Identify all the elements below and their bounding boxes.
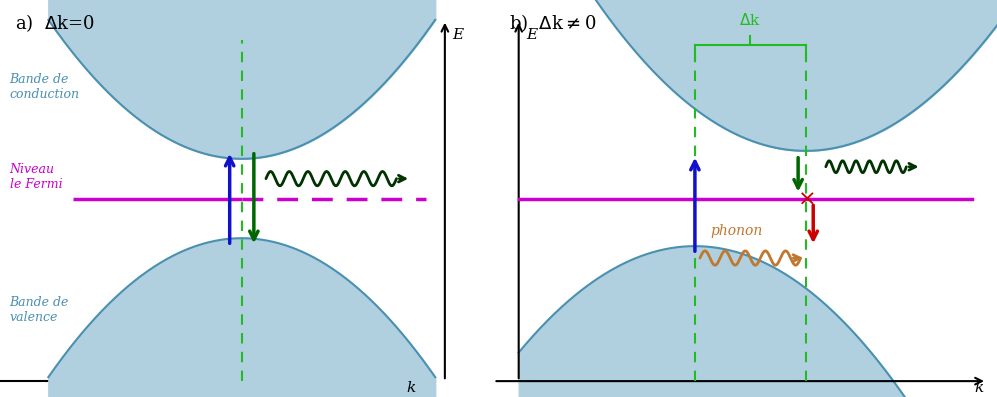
Text: $\Delta$k: $\Delta$k: [740, 12, 761, 28]
Text: Bande de
valence: Bande de valence: [10, 296, 69, 324]
Text: b)  $\Delta$k$\neq$0: b) $\Delta$k$\neq$0: [508, 12, 596, 34]
Text: E: E: [452, 28, 464, 42]
Text: $\times$: $\times$: [797, 189, 815, 208]
Text: phonon: phonon: [710, 224, 763, 238]
Text: Bande de
conduction: Bande de conduction: [10, 73, 80, 101]
Text: E: E: [526, 28, 537, 42]
Text: Niveau
le Fermi: Niveau le Fermi: [10, 162, 62, 191]
Text: k: k: [975, 381, 984, 395]
Text: k: k: [407, 381, 416, 395]
Text: a)  $\Delta$k=0: a) $\Delta$k=0: [15, 12, 95, 34]
